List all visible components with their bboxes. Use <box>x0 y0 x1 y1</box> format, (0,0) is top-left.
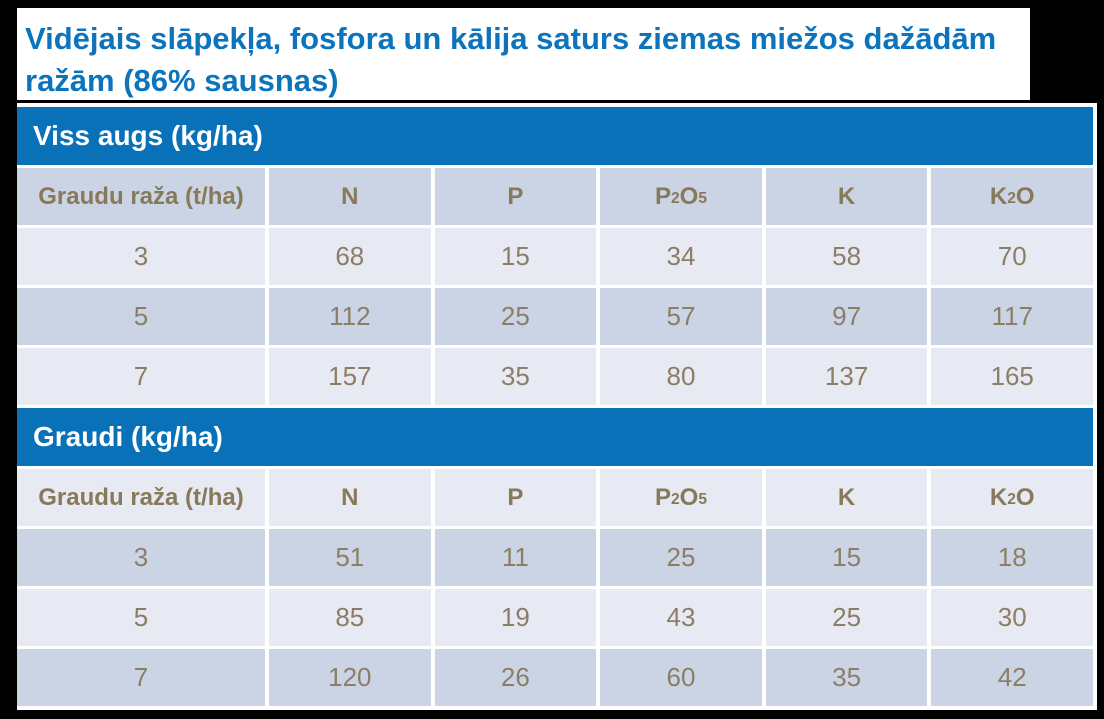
data-cell: 18 <box>931 529 1093 586</box>
row-yield-value: 5 <box>17 589 265 646</box>
data-cell: 42 <box>931 649 1093 706</box>
data-cell: 85 <box>269 589 431 646</box>
data-cell: 25 <box>434 288 597 345</box>
page-title: Vidējais slāpekļa, fosfora un kālija sat… <box>25 21 997 98</box>
data-cell: 137 <box>765 348 928 405</box>
data-cell: 117 <box>931 288 1093 345</box>
data-cell: 35 <box>765 649 928 706</box>
data-cell: 25 <box>600 529 762 586</box>
data-cell: 51 <box>269 529 431 586</box>
data-cell: 97 <box>765 288 928 345</box>
data-cell: 68 <box>269 228 431 285</box>
row-yield-value: 5 <box>17 288 265 345</box>
column-header: P <box>434 469 597 526</box>
data-cell: 26 <box>434 649 597 706</box>
data-cell: 15 <box>434 228 597 285</box>
data-cell: 165 <box>931 348 1093 405</box>
row-yield-value: 7 <box>17 649 265 706</box>
slide-title-box: Vidējais slāpekļa, fosfora un kālija sat… <box>17 8 1030 100</box>
data-cell: 15 <box>765 529 928 586</box>
data-cell: 120 <box>269 649 431 706</box>
data-cell: 70 <box>931 228 1093 285</box>
column-header: K <box>765 469 928 526</box>
data-cell: 60 <box>600 649 762 706</box>
data-cell: 19 <box>434 589 597 646</box>
data-cell: 112 <box>269 288 431 345</box>
data-cell: 43 <box>600 589 762 646</box>
data-cell: 58 <box>765 228 928 285</box>
data-cell: 34 <box>600 228 762 285</box>
section-header-viss-augs: Viss augs (kg/ha) <box>17 107 1093 165</box>
data-cell: 80 <box>600 348 762 405</box>
column-header: Graudu raža (t/ha) <box>17 469 265 526</box>
row-yield-value: 3 <box>17 228 265 285</box>
data-cell: 25 <box>765 589 928 646</box>
data-cell: 157 <box>269 348 431 405</box>
column-header: Graudu raža (t/ha) <box>17 168 265 225</box>
row-yield-value: 7 <box>17 348 265 405</box>
section-header-graudi: Graudi (kg/ha) <box>17 408 1093 466</box>
data-cell: 11 <box>434 529 597 586</box>
data-cell: 30 <box>931 589 1093 646</box>
data-cell: 35 <box>434 348 597 405</box>
column-header: N <box>269 168 431 225</box>
data-cell: 57 <box>600 288 762 345</box>
column-header: P <box>434 168 597 225</box>
column-header: N <box>269 469 431 526</box>
nutrient-table: Viss augs (kg/ha) Graudu raža (t/ha) N P P 2 O… <box>17 103 1097 710</box>
column-header: K <box>765 168 928 225</box>
row-yield-value: 3 <box>17 529 265 586</box>
